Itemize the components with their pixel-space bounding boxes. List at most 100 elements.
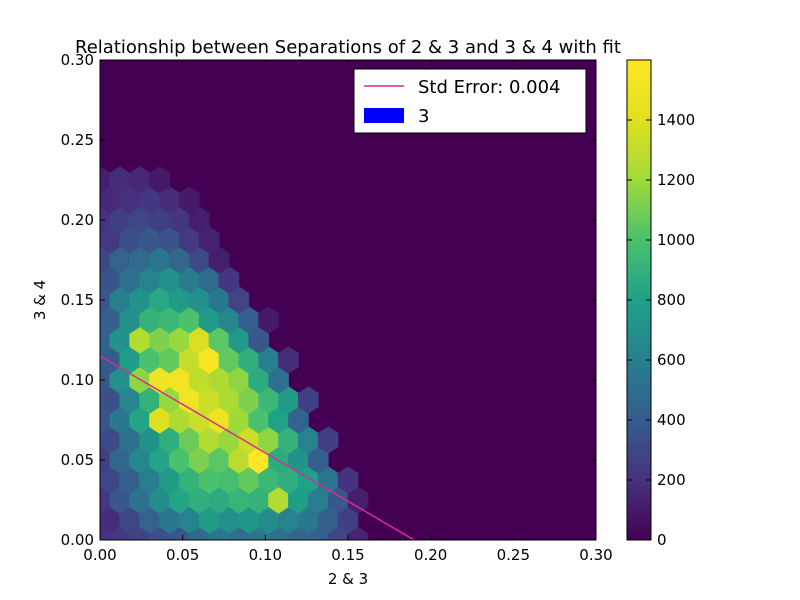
hex-cell	[159, 426, 180, 454]
hex-cell	[248, 326, 270, 354]
x-tick-label: 0.20	[414, 546, 447, 564]
hex-cell	[100, 406, 111, 434]
hex-cell	[238, 466, 260, 494]
hex-cell	[169, 326, 190, 354]
hex-cell	[337, 506, 359, 534]
legend-hexbin-label: 3	[418, 106, 429, 127]
colorbar-tick-label: 1200	[657, 171, 695, 189]
colorbar-tick-label: 400	[657, 411, 686, 429]
hex-cell	[208, 406, 230, 434]
hex-cell	[188, 486, 210, 514]
hex-cell	[100, 246, 111, 274]
y-tick-label: 0.15	[61, 291, 94, 309]
hex-cell	[208, 286, 230, 314]
hex-cell	[109, 326, 131, 354]
legend-hexbin-swatch	[364, 108, 404, 123]
hex-cell	[100, 506, 121, 534]
hex-cell	[188, 406, 210, 434]
hex-cell	[149, 286, 170, 314]
hex-cell	[100, 166, 111, 194]
hex-cell	[218, 346, 240, 374]
x-tick-label: 0.30	[579, 546, 612, 564]
hex-cell	[268, 366, 289, 394]
hex-cell	[278, 346, 299, 374]
hex-cell	[100, 186, 121, 214]
hex-cell	[100, 226, 121, 254]
hex-cell	[149, 486, 170, 514]
y-tick-label: 0.10	[61, 371, 94, 389]
hex-cell	[218, 466, 240, 494]
hex-cell	[298, 386, 319, 414]
hex-cell	[159, 346, 180, 374]
hex-cell	[317, 506, 339, 534]
hex-cell	[139, 466, 160, 494]
hex-cell	[218, 506, 240, 534]
y-tick-label: 0.20	[61, 211, 94, 229]
hex-cell	[159, 306, 180, 334]
x-axis-ticks: 0.00 0.05 0.10 0.15 0.20 0.25 0.30	[83, 60, 613, 564]
hex-cell	[119, 386, 141, 414]
hex-cell	[198, 266, 220, 294]
hex-cell	[298, 426, 319, 454]
hex-cell	[159, 226, 180, 254]
hex-cell	[258, 306, 279, 334]
hex-cell	[178, 346, 200, 374]
hex-cell	[178, 466, 200, 494]
y-tick-label: 0.00	[61, 531, 94, 549]
hex-cell	[169, 446, 190, 474]
x-axis-label: 2 & 3	[328, 570, 368, 588]
hex-cell	[100, 446, 111, 474]
hex-cell	[109, 406, 131, 434]
hex-cell	[268, 486, 289, 514]
hex-cell	[109, 206, 131, 234]
hex-cell	[119, 426, 141, 454]
hex-cell	[188, 206, 210, 234]
hex-cell	[248, 406, 270, 434]
hex-cell	[278, 386, 299, 414]
colorbar: 0 200 400 600 800 1000 1200 1400	[626, 59, 695, 549]
colorbar-tick-label: 1000	[657, 231, 695, 249]
hex-cell	[288, 446, 309, 474]
hex-cell	[119, 306, 141, 334]
hex-cell	[238, 346, 260, 374]
hex-cell	[139, 506, 160, 534]
hex-cell	[258, 386, 279, 414]
hex-cell	[298, 506, 319, 534]
hex-cell	[149, 246, 170, 274]
hex-cell	[159, 186, 180, 214]
hex-cell	[228, 326, 250, 354]
hex-cell	[347, 486, 369, 514]
hex-cell	[317, 426, 339, 454]
hex-cell	[109, 366, 131, 394]
hex-cell	[307, 486, 329, 514]
hex-cell	[100, 426, 121, 454]
x-tick-label: 0.00	[83, 546, 116, 564]
hex-cell	[169, 206, 190, 234]
hex-cell	[169, 246, 190, 274]
colorbar-ticks: 0 200 400 600 800 1000 1200 1400	[627, 111, 695, 549]
hex-cell	[208, 326, 230, 354]
hex-cell	[139, 386, 160, 414]
colorbar-tick-label: 200	[657, 471, 686, 489]
hex-cell	[139, 306, 160, 334]
hex-cell	[100, 286, 111, 314]
fit-line	[100, 355, 415, 540]
hex-cell	[139, 186, 160, 214]
hex-cell	[248, 446, 270, 474]
hex-cell	[278, 426, 299, 454]
hex-cell	[178, 186, 200, 214]
x-tick-label: 0.25	[497, 546, 530, 564]
hex-cell	[109, 166, 131, 194]
y-axis-label: 3 & 4	[31, 280, 49, 320]
colorbar-tick-label: 800	[657, 291, 686, 309]
hex-cell	[109, 486, 131, 514]
hex-cell	[258, 346, 279, 374]
hex-cell	[129, 206, 150, 234]
hex-cell	[149, 166, 170, 194]
hex-cell	[188, 446, 210, 474]
hex-cell	[198, 306, 220, 334]
colorbar-tick-label: 0	[657, 531, 667, 549]
hex-cell	[188, 286, 210, 314]
hex-cell	[100, 306, 121, 334]
hex-cell	[228, 486, 250, 514]
